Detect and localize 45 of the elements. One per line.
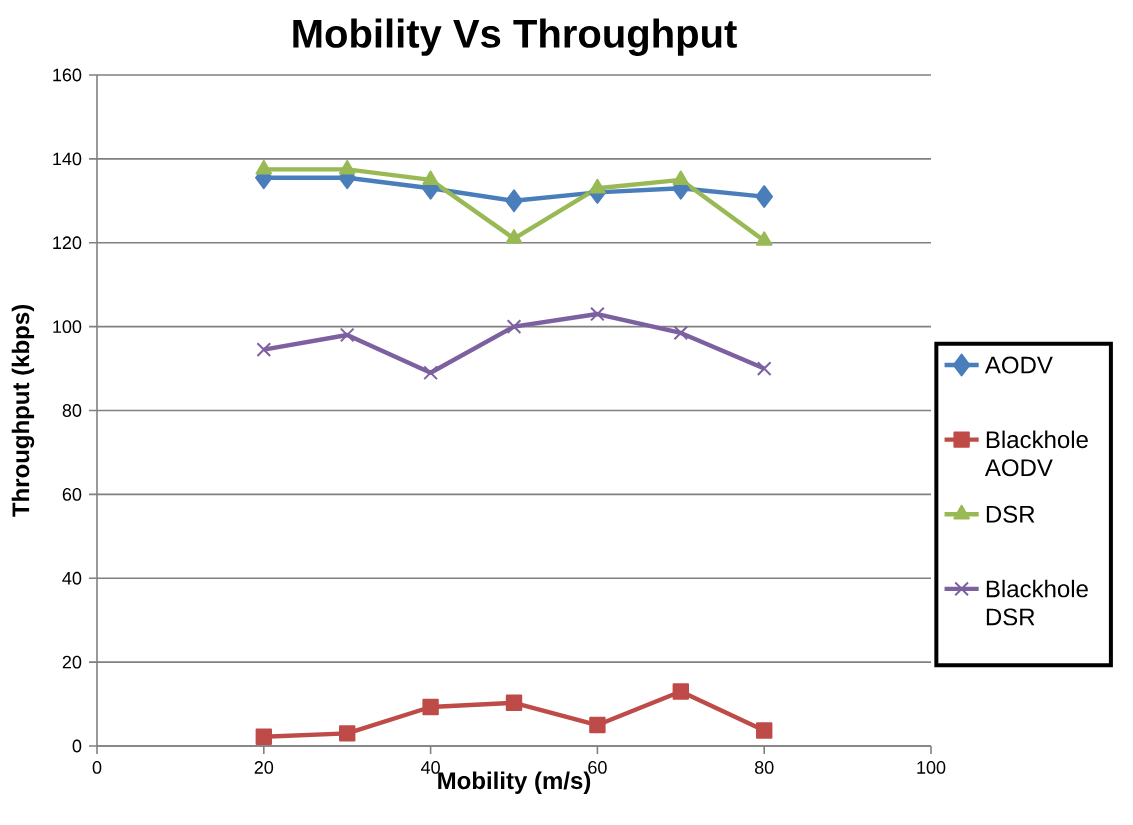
legend-label: Blackhole DSR: [986, 579, 1088, 626]
point: [422, 170, 439, 186]
x-tick-label: 80: [754, 761, 774, 774]
y-tick-label: 0: [72, 739, 82, 753]
y-tick-label: 100: [53, 320, 82, 334]
point: [505, 229, 523, 244]
y-tick-label: 60: [62, 487, 82, 501]
point: [255, 728, 272, 745]
legend-label: Blackhole AODV: [984, 430, 1088, 477]
point: [755, 231, 773, 246]
x-tick-label: 100: [917, 761, 946, 774]
x-axis-title: Mobility (m/s): [438, 771, 591, 794]
point: [506, 319, 522, 334]
x-tick-label: 60: [588, 761, 607, 774]
x-tick-label: 40: [421, 761, 440, 774]
point: [256, 342, 272, 358]
legend-label: AODV: [984, 356, 1053, 374]
point: [756, 722, 773, 739]
point: [672, 683, 690, 700]
y-axis-title: Throughput (kbps): [11, 305, 35, 517]
point: [756, 361, 772, 376]
point: [339, 725, 356, 742]
y-tick-label: 140: [53, 152, 82, 166]
y-tick-label: 40: [62, 571, 82, 585]
point: [672, 170, 690, 186]
point: [505, 694, 523, 711]
point: [590, 306, 605, 322]
point: [338, 159, 356, 175]
chart-title: Mobility Vs Throughput: [293, 18, 737, 56]
y-tick-label: 120: [53, 236, 82, 250]
point: [339, 327, 355, 343]
point: [423, 365, 438, 381]
y-tick-label: 80: [62, 404, 82, 417]
point: [673, 325, 689, 341]
point: [505, 189, 523, 213]
y-tick-label: 160: [53, 68, 82, 82]
x-tick-label: 20: [254, 761, 274, 774]
y-tick-label: 20: [62, 655, 82, 669]
legend-label: DSR: [986, 505, 1035, 523]
x-tick-label: 0: [92, 761, 102, 774]
point: [755, 185, 774, 209]
point: [422, 698, 439, 716]
point: [589, 178, 606, 194]
point: [255, 159, 273, 175]
point: [589, 716, 606, 734]
